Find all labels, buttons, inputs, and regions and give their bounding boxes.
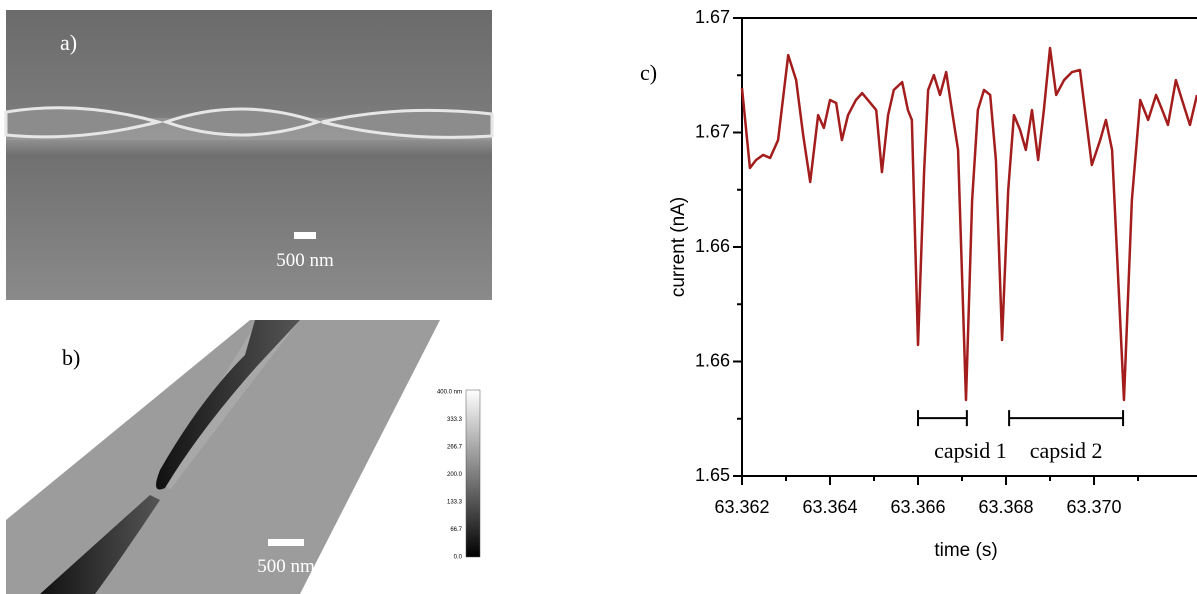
annotation-bracket — [917, 410, 968, 427]
x-tick-label: 63.366 — [890, 497, 945, 517]
colorbar-label: 266.7 — [447, 445, 463, 451]
panel-label: b) — [62, 345, 80, 370]
colorbar-label: 200.0 — [447, 472, 463, 478]
annotation-bracket — [1008, 410, 1125, 427]
colorbar-label: 0.0 — [454, 555, 463, 561]
x-axis-label: time (s) — [934, 540, 997, 561]
x-tick-label: 63.362 — [714, 497, 769, 517]
x-tick-label: 63.370 — [1066, 497, 1121, 517]
x-tick-label: 63.364 — [802, 497, 857, 517]
scale-bar-label: 500 nm — [257, 556, 315, 577]
y-tick-label: 1.66 — [695, 236, 730, 256]
colorbar-label: 66.7 — [450, 527, 462, 533]
annotation-label: capsid 1 — [934, 438, 1007, 463]
colorbar-label: 333.3 — [447, 417, 463, 423]
y-axis-label: current (nA) — [668, 197, 689, 297]
data-line — [740, 46, 1197, 402]
y-tick-label: 1.67 — [695, 121, 730, 141]
colorbar-label: 400.0 nm — [437, 390, 462, 396]
sem-image — [4, 10, 494, 300]
x-tick-label: 63.368 — [978, 497, 1033, 517]
y-tick-label: 1.65 — [695, 465, 730, 485]
annotation-label: capsid 2 — [1030, 438, 1103, 463]
y-tick-label: 1.67 — [695, 7, 730, 27]
colorbar-label: 133.3 — [447, 500, 463, 506]
afm-image — [6, 320, 481, 594]
scale-bar-label: 500 nm — [276, 250, 334, 271]
panel-label: a) — [60, 30, 77, 55]
panel-label: c) — [640, 60, 657, 85]
y-tick-label: 1.66 — [695, 350, 730, 370]
